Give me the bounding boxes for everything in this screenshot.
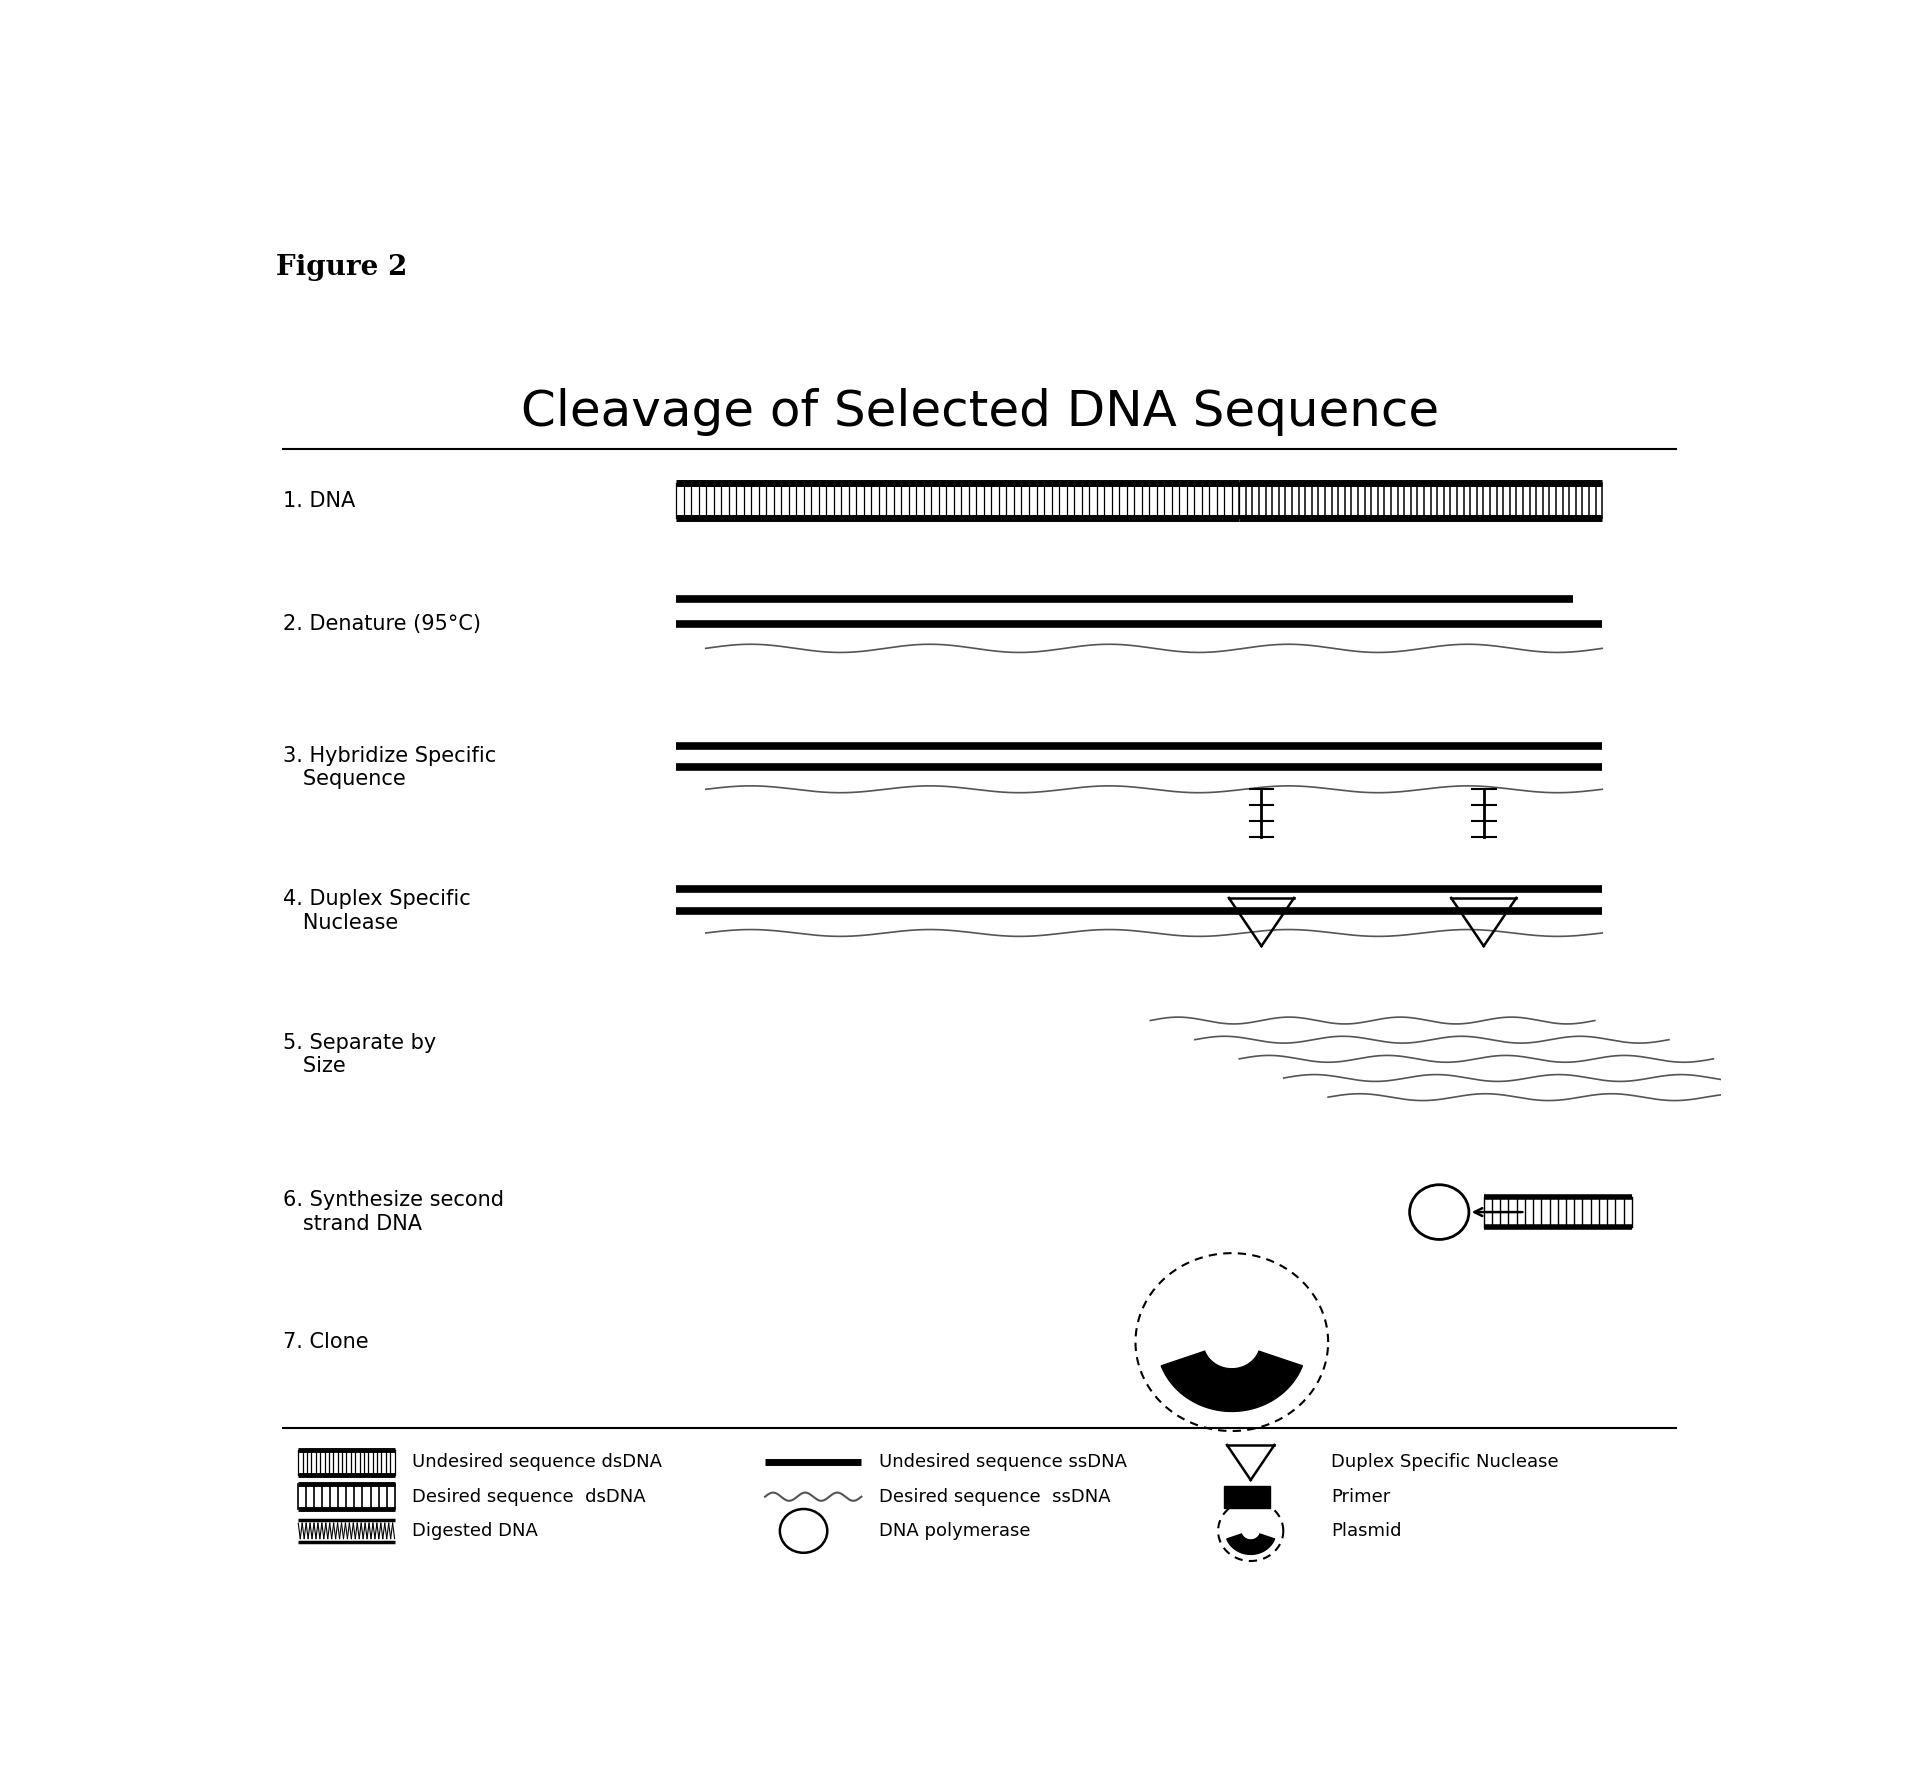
Text: 5. Separate by
   Size: 5. Separate by Size: [283, 1032, 436, 1077]
Text: 7. Clone: 7. Clone: [283, 1333, 369, 1352]
Text: Undesired sequence dsDNA: Undesired sequence dsDNA: [413, 1454, 662, 1471]
Text: Primer: Primer: [1331, 1487, 1390, 1505]
Text: 6. Synthesize second
   strand DNA: 6. Synthesize second strand DNA: [283, 1191, 505, 1233]
Text: Plasmid: Plasmid: [1331, 1521, 1401, 1541]
Text: Digested DNA: Digested DNA: [413, 1521, 539, 1541]
Text: Desired sequence  ssDNA: Desired sequence ssDNA: [880, 1487, 1111, 1505]
Text: 3. Hybridize Specific
   Sequence: 3. Hybridize Specific Sequence: [283, 746, 497, 789]
Text: DNA polymerase: DNA polymerase: [880, 1521, 1031, 1541]
Text: 1. DNA: 1. DNA: [283, 490, 356, 510]
Text: Duplex Specific Nuclease: Duplex Specific Nuclease: [1331, 1454, 1558, 1471]
Polygon shape: [1161, 1351, 1302, 1411]
Polygon shape: [1228, 1534, 1275, 1555]
Text: Undesired sequence ssDNA: Undesired sequence ssDNA: [880, 1454, 1128, 1471]
Text: 4. Duplex Specific
   Nuclease: 4. Duplex Specific Nuclease: [283, 890, 470, 933]
Text: 2. Denature (95°C): 2. Denature (95°C): [283, 613, 482, 634]
Text: Desired sequence  dsDNA: Desired sequence dsDNA: [413, 1487, 646, 1505]
Bar: [1224, 1486, 1270, 1507]
Text: Figure 2: Figure 2: [275, 254, 407, 281]
Text: Cleavage of Selected DNA Sequence: Cleavage of Selected DNA Sequence: [520, 387, 1440, 435]
